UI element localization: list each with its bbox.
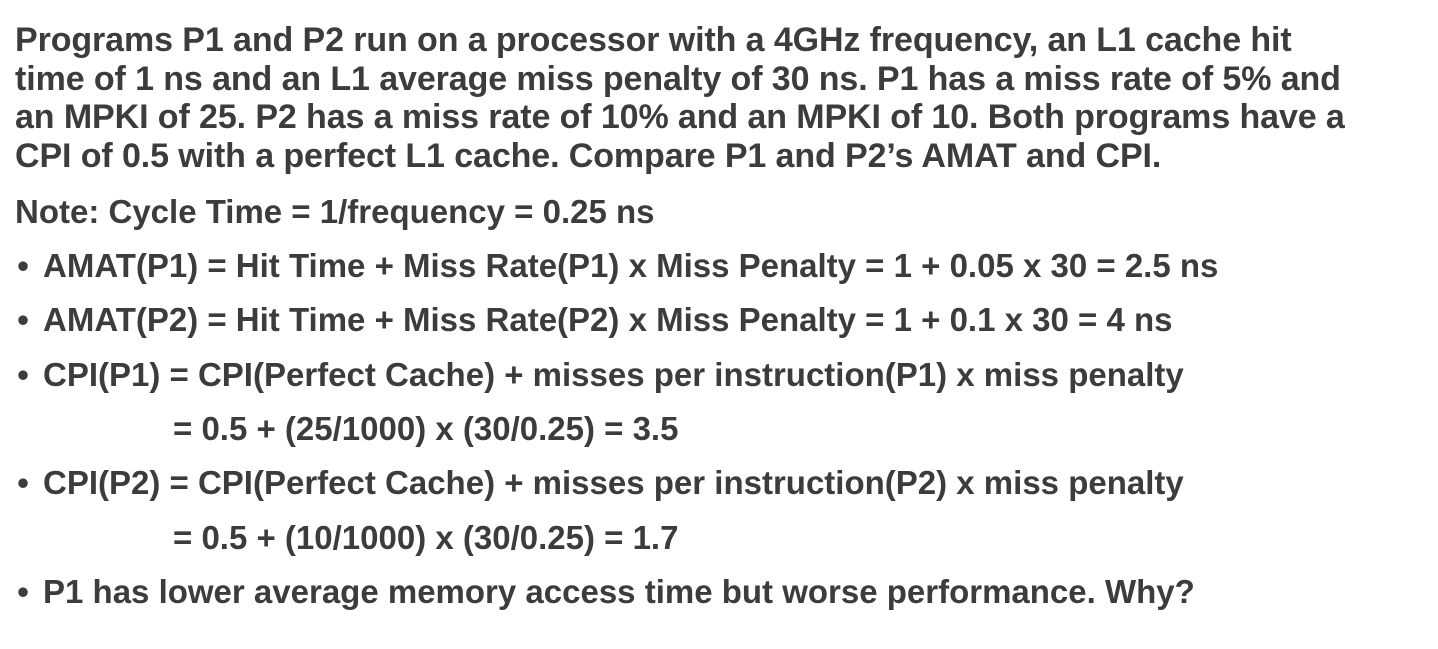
bullet-marker: • (17, 464, 29, 501)
bullet-cpi-p1-calculation: = 0.5 + (25/1000) x (30/0.25) = 3.5 (173, 410, 679, 447)
problem-line: an MPKI of 25. P2 has a miss rate of 10%… (15, 98, 1345, 137)
cycle-time-note: Note: Cycle Time = 1/frequency = 0.25 ns (15, 193, 655, 230)
bullet-text: CPI(P1) = CPI(Perfect Cache) + misses pe… (43, 356, 1184, 393)
problem-line: CPI of 0.5 with a perfect L1 cache. Comp… (15, 136, 1162, 175)
problem-line: Programs P1 and P2 run on a processor wi… (15, 21, 1292, 59)
problem-statement: Programs P1 and P2 run on a processor wi… (15, 21, 1435, 175)
bullet-marker: • (17, 301, 29, 338)
bullet-marker: • (17, 356, 29, 393)
bullet-marker: • (17, 573, 29, 610)
bullet-text: AMAT(P1) = Hit Time + Miss Rate(P1) x Mi… (43, 247, 1219, 284)
bullet-cpi-p2-calculation: = 0.5 + (10/1000) x (30/0.25) = 1.7 (173, 519, 679, 556)
bullet-text: CPI(P2) = CPI(Perfect Cache) + misses pe… (43, 464, 1184, 501)
problem-line: time of 1 ns and an L1 average miss pena… (15, 59, 1341, 98)
bullet-text: AMAT(P2) = Hit Time + Miss Rate(P2) x Mi… (43, 301, 1173, 338)
bullet-text: P1 has lower average memory access time … (43, 573, 1195, 610)
bullet-marker: • (17, 247, 29, 284)
